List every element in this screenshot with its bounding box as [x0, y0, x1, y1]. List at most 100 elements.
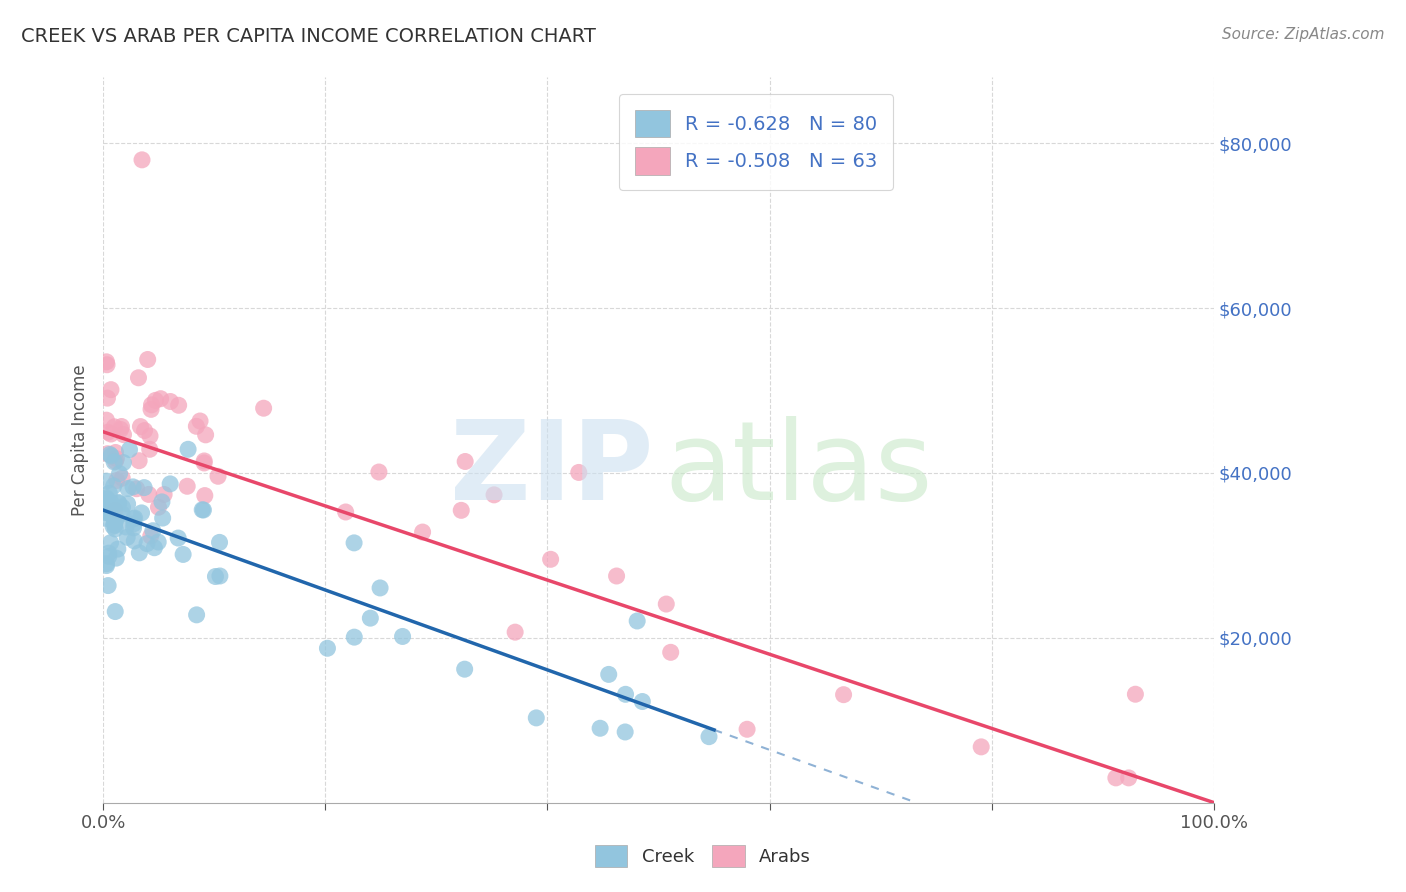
Point — [153, 487, 176, 501]
Point — [104, 445, 127, 459]
Point — [100, 494, 122, 508]
Point — [97, 546, 120, 560]
Point — [111, 500, 134, 515]
Point — [343, 536, 366, 550]
Point — [117, 482, 139, 496]
Point — [96, 491, 118, 505]
Point — [139, 429, 162, 443]
Point — [122, 480, 145, 494]
Point — [105, 551, 128, 566]
Point — [359, 611, 381, 625]
Point — [606, 569, 628, 583]
Point — [104, 605, 127, 619]
Point — [96, 391, 118, 405]
Point — [96, 474, 118, 488]
Point — [122, 521, 145, 535]
Text: Source: ZipAtlas.com: Source: ZipAtlas.com — [1222, 27, 1385, 42]
Point — [97, 425, 120, 440]
Point — [143, 541, 166, 555]
Point — [107, 495, 129, 509]
Text: CREEK VS ARAB PER CAPITA INCOME CORRELATION CHART: CREEK VS ARAB PER CAPITA INCOME CORRELAT… — [21, 27, 596, 45]
Point — [335, 505, 357, 519]
Point — [148, 535, 170, 549]
Legend: R = -0.628   N = 80, R = -0.508   N = 63: R = -0.628 N = 80, R = -0.508 N = 63 — [619, 95, 893, 190]
Point — [100, 535, 122, 549]
Point — [138, 442, 160, 457]
Point — [98, 447, 121, 461]
Point — [159, 394, 181, 409]
Point — [103, 479, 125, 493]
Point — [138, 487, 160, 501]
Point — [655, 597, 678, 611]
Point — [127, 371, 149, 385]
Point — [122, 516, 145, 531]
Y-axis label: Per Capita Income: Per Capita Income — [72, 364, 89, 516]
Point — [96, 557, 118, 571]
Point — [177, 442, 200, 457]
Point — [1105, 771, 1128, 785]
Point — [104, 454, 127, 468]
Point — [96, 413, 118, 427]
Point — [368, 581, 391, 595]
Point — [167, 531, 190, 545]
Point — [96, 358, 118, 372]
Point — [118, 442, 141, 457]
Point — [100, 383, 122, 397]
Point — [104, 522, 127, 536]
Point — [193, 454, 215, 468]
Point — [150, 495, 173, 509]
Point — [115, 520, 138, 534]
Point — [191, 503, 214, 517]
Point — [253, 401, 276, 416]
Point — [103, 455, 125, 469]
Point — [111, 507, 134, 521]
Point — [631, 694, 654, 708]
Point — [100, 427, 122, 442]
Point — [115, 530, 138, 544]
Point — [208, 535, 231, 549]
Point — [454, 454, 477, 468]
Point — [186, 607, 208, 622]
Point — [125, 482, 148, 496]
Point — [167, 398, 190, 412]
Point — [172, 548, 194, 562]
Point — [391, 630, 413, 644]
Point — [96, 558, 118, 573]
Legend: Creek, Arabs: Creek, Arabs — [588, 838, 818, 874]
Point — [104, 514, 127, 528]
Point — [134, 481, 156, 495]
Point — [96, 504, 118, 518]
Point — [124, 533, 146, 548]
Point — [145, 393, 167, 408]
Point — [139, 402, 162, 417]
Point — [453, 662, 475, 676]
Point — [450, 503, 472, 517]
Point — [368, 465, 391, 479]
Point — [412, 524, 434, 539]
Point — [131, 153, 153, 167]
Point — [832, 688, 855, 702]
Point — [149, 392, 172, 406]
Point — [193, 456, 215, 470]
Point — [122, 512, 145, 526]
Point — [111, 471, 134, 485]
Point — [97, 578, 120, 592]
Point — [104, 503, 127, 517]
Point — [97, 549, 120, 564]
Point — [105, 451, 128, 466]
Point — [626, 614, 648, 628]
Point — [204, 569, 226, 583]
Point — [598, 667, 620, 681]
Point — [503, 625, 526, 640]
Point — [131, 506, 153, 520]
Point — [207, 469, 229, 483]
Point — [129, 419, 152, 434]
Point — [697, 730, 720, 744]
Point — [96, 506, 118, 520]
Point — [1118, 771, 1140, 785]
Point — [110, 422, 132, 436]
Point — [142, 524, 165, 538]
Point — [98, 499, 121, 513]
Point — [107, 496, 129, 510]
Point — [96, 511, 118, 525]
